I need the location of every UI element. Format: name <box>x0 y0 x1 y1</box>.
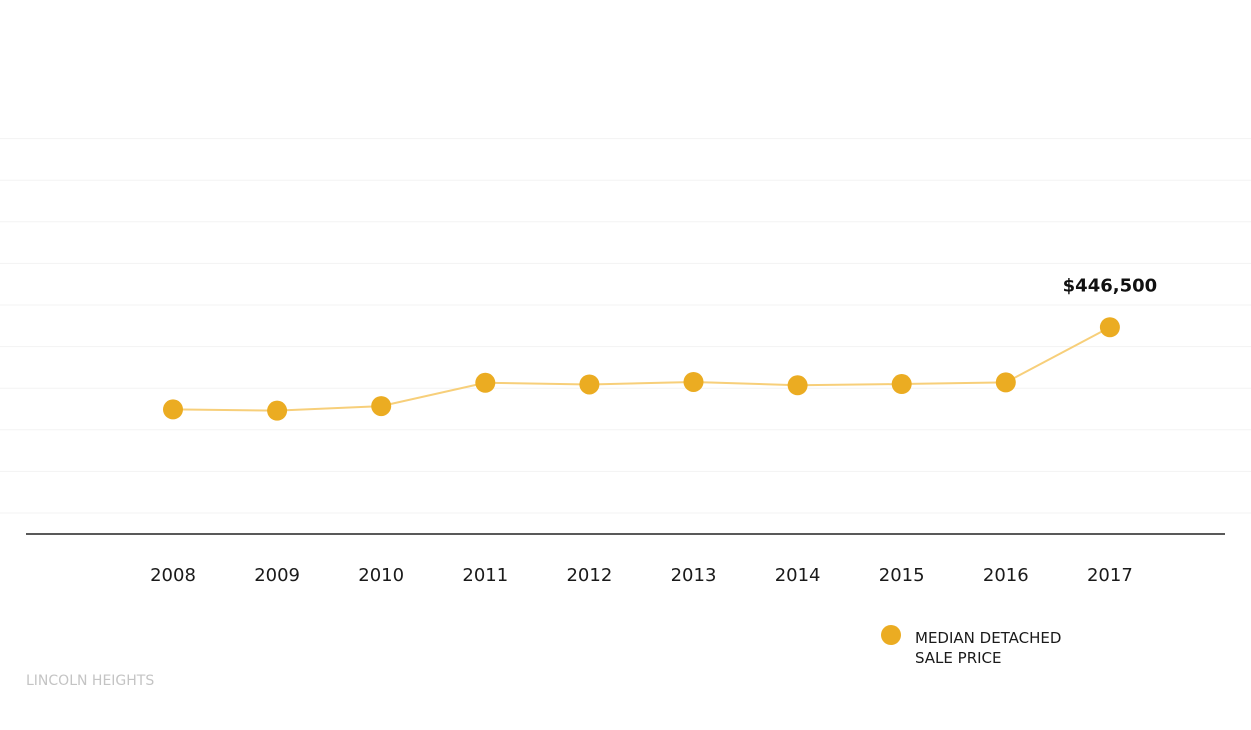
x-tick-label-2017: 2017 <box>1087 565 1133 586</box>
data-labels: $446,500 <box>1063 275 1158 296</box>
data-label-2017: $446,500 <box>1063 275 1158 296</box>
data-points <box>163 317 1120 421</box>
legend-label-line-1: MEDIAN DETACHED <box>915 629 1061 647</box>
x-tick-label-2016: 2016 <box>983 565 1029 586</box>
data-point-2016 <box>995 372 1016 393</box>
data-point-2014 <box>787 375 808 396</box>
neighborhood-label: LINCOLN HEIGHTS <box>26 673 154 689</box>
legend-label-line-2: SALE PRICE <box>915 649 1002 667</box>
series-line-median-detached-sale-price <box>172 326 1111 412</box>
x-tick-label-2009: 2009 <box>254 565 300 586</box>
data-point-2015 <box>891 374 912 395</box>
data-point-2012 <box>579 374 600 395</box>
legend-marker <box>881 625 901 645</box>
x-tick-label-2013: 2013 <box>671 565 717 586</box>
x-tick-label-2011: 2011 <box>462 565 508 586</box>
data-point-2017 <box>1099 317 1120 338</box>
data-point-2013 <box>683 371 704 392</box>
data-point-2009 <box>267 400 288 421</box>
data-point-2011 <box>475 372 496 393</box>
x-tick-label-2010: 2010 <box>358 565 404 586</box>
x-tick-label-2008: 2008 <box>150 565 196 586</box>
x-tick-label-2014: 2014 <box>775 565 821 586</box>
x-axis-tick-labels: 2008 2009 2010 2011 2012 2013 2014 2015 2016 2017 <box>150 565 1133 586</box>
x-tick-label-2015: 2015 <box>879 565 925 586</box>
legend: MEDIAN DETACHED SALE PRICE <box>881 625 1061 667</box>
data-point-2008 <box>163 399 183 420</box>
gridlines <box>0 138 1251 514</box>
data-point-2010 <box>371 396 392 417</box>
x-tick-label-2012: 2012 <box>566 565 612 586</box>
